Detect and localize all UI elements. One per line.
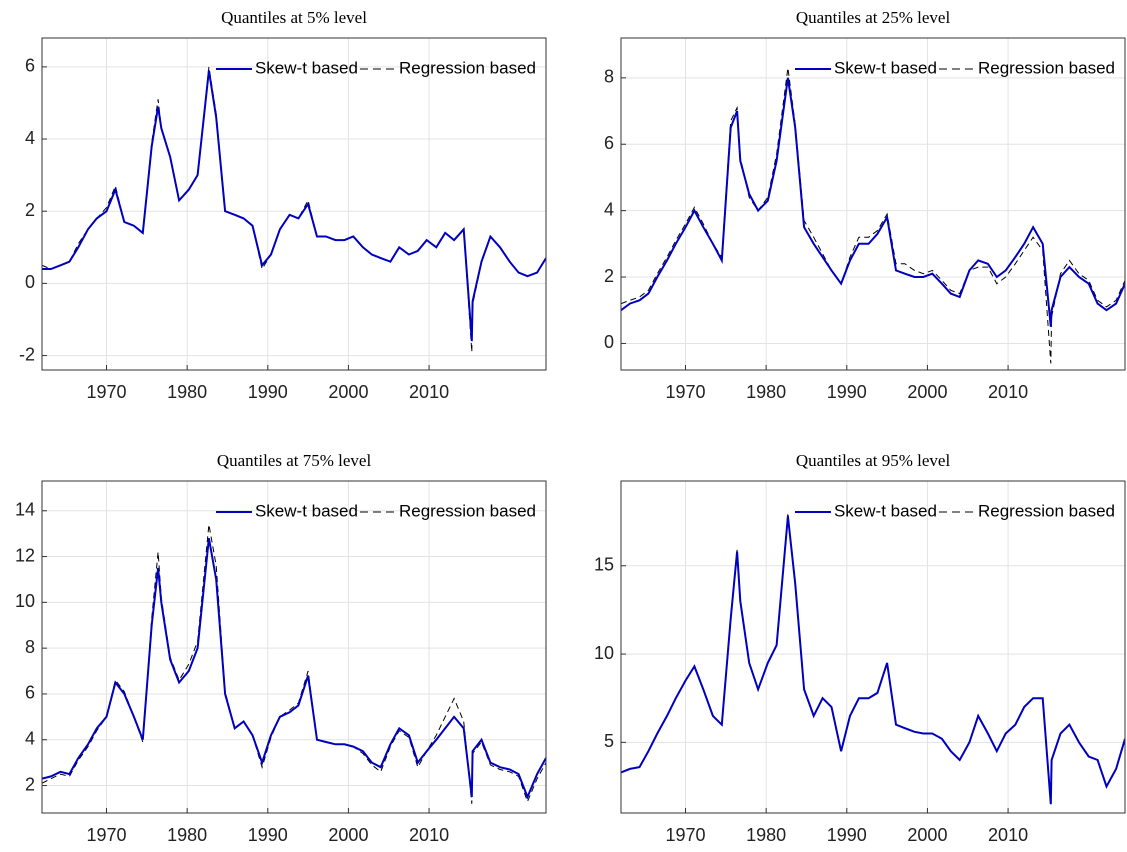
series-line: [42, 524, 546, 804]
series-line: [42, 70, 546, 342]
series-line: [621, 77, 1125, 327]
x-tick-label: 1990: [248, 825, 288, 845]
y-tick-label: 4: [25, 728, 35, 748]
y-tick-label: 6: [25, 683, 35, 703]
legend-label: Skew-t based: [834, 58, 937, 77]
legend-label: Regression based: [399, 58, 536, 77]
axes-frame: [620, 480, 1126, 814]
subplot: Quantiles at 75% level 1970 1980 1990 2000 20…: [15, 451, 547, 845]
y-tick-label: 15: [594, 555, 614, 575]
y-tick-label: 12: [15, 545, 35, 565]
y-tick-label: 2: [604, 266, 614, 286]
x-tick-label: 1980: [167, 382, 207, 402]
x-tick-label: 2010: [988, 825, 1028, 845]
x-tick-label: 1970: [665, 382, 705, 402]
y-tick-label: 2: [25, 774, 35, 794]
x-tick-label: 1980: [746, 382, 786, 402]
y-tick-label: 2: [25, 200, 35, 220]
chart-title: Quantiles at 25% level: [796, 8, 951, 27]
series-line: [42, 538, 546, 800]
x-tick-label: 2010: [409, 382, 449, 402]
axes-frame: [41, 37, 547, 371]
x-tick-label: 1990: [827, 825, 867, 845]
y-tick-label: 0: [604, 332, 614, 352]
y-tick-label: 10: [15, 591, 35, 611]
y-tick-label: 14: [15, 500, 35, 520]
legend-label: Skew-t based: [834, 501, 937, 520]
y-tick-label: 6: [25, 56, 35, 76]
legend-label: Regression based: [978, 501, 1115, 520]
y-tick-label: 8: [25, 637, 35, 657]
x-tick-label: 2000: [328, 382, 368, 402]
x-tick-label: 1970: [86, 382, 126, 402]
series-line: [621, 516, 1125, 805]
x-tick-label: 1990: [248, 382, 288, 402]
x-tick-label: 1980: [167, 825, 207, 845]
x-tick-label: 1970: [665, 825, 705, 845]
series-line: [621, 512, 1125, 806]
y-tick-label: 8: [604, 67, 614, 87]
chart-title: Quantiles at 95% level: [796, 451, 951, 470]
x-tick-label: 2000: [907, 382, 947, 402]
x-tick-label: 1980: [746, 825, 786, 845]
legend-label: Skew-t based: [255, 58, 358, 77]
legend-label: Skew-t based: [255, 501, 358, 520]
y-tick-label: 4: [25, 128, 35, 148]
y-tick-label: 6: [604, 133, 614, 153]
y-tick-label: 0: [25, 272, 35, 292]
y-tick-label: 5: [604, 731, 614, 751]
x-tick-label: 1990: [827, 382, 867, 402]
subplot: Quantiles at 95% level 1970 1980 1990 2000 20…: [594, 451, 1126, 845]
axes-frame: [620, 37, 1126, 371]
legend-label: Regression based: [399, 501, 536, 520]
axes-frame: [41, 480, 547, 814]
chart-title: Quantiles at 75% level: [217, 451, 372, 470]
y-tick-label: -2: [19, 344, 35, 364]
y-tick-label: 10: [594, 643, 614, 663]
x-tick-label: 2010: [409, 825, 449, 845]
x-tick-label: 2010: [988, 382, 1028, 402]
y-tick-label: 4: [604, 199, 614, 219]
x-tick-label: 2000: [328, 825, 368, 845]
x-tick-label: 1970: [86, 825, 126, 845]
legend-label: Regression based: [978, 58, 1115, 77]
chart-title: Quantiles at 5% level: [221, 8, 367, 27]
subplot: Quantiles at 5% level 1970 1980 1990 2000 201…: [19, 8, 547, 402]
x-tick-label: 2000: [907, 825, 947, 845]
